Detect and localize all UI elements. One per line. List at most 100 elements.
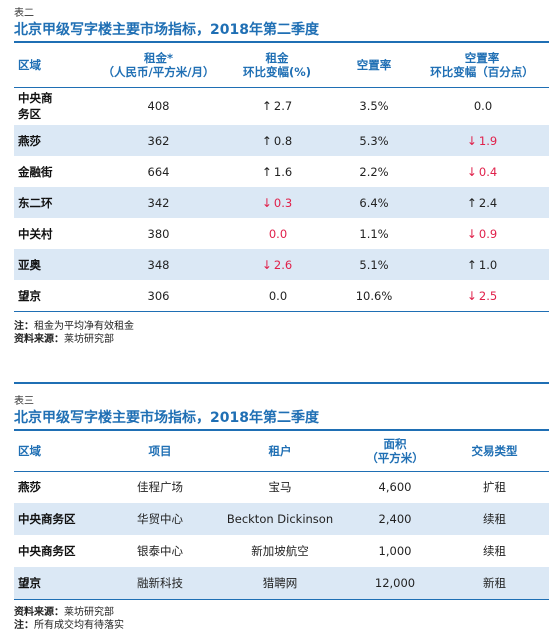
header-tenant: 租户 (268, 443, 292, 458)
cell-type: 扩租 (483, 480, 506, 495)
table2-tag: 表二 (14, 8, 34, 19)
trend-arrow-icon: ↓ (261, 195, 272, 210)
trend-arrow-icon: ↓ (466, 164, 477, 179)
table2-row: 金融街 664 ↑ 1.6 2.2% ↓ 0.4 (14, 156, 549, 187)
table3-bottom-rule (14, 599, 549, 600)
cell-rent: 664 (147, 164, 170, 179)
cell-vacancy: 10.6% (355, 288, 393, 303)
cell-district: 望京 (14, 567, 110, 599)
table2-row: 中关村 380 0.0 1.1% ↓ 0.9 (14, 218, 549, 249)
cell-vacancy-change: ↓ 1.9 (415, 125, 549, 156)
table3-tag: 表三 (14, 396, 34, 407)
cell-rent-change: ↑ 2.7 (261, 99, 293, 114)
table2-row: 亚奥 348 ↓ 2.6 5.1% ↑ 1.0 (14, 249, 549, 280)
header-area-line2: （平方米） (366, 450, 424, 465)
cell-project: 融新科技 (110, 567, 210, 599)
cell-project: 华贸中心 (110, 503, 210, 535)
cell-district: 金融街 (18, 164, 53, 179)
header-area: 面积 （平方米） (350, 431, 440, 471)
cell-vacancy: 3.5% (359, 99, 389, 114)
cell-rent: 348 (96, 249, 221, 280)
cell-vacancy-change: ↓ 0.9 (466, 226, 498, 241)
trend-arrow-icon: ↓ (466, 288, 477, 303)
cell-rent-change: ↓ 0.3 (221, 187, 333, 218)
cell-district: 东二环 (14, 187, 96, 218)
table2-note: 注：租金为平均净有效租金 (14, 321, 134, 332)
cell-district: 燕莎 (18, 480, 41, 495)
table3-section: 表三 北京甲级写字楼主要市场指标，2018年第二季度 区域 项目 租户 面积 （… (14, 396, 549, 632)
trend-arrow-icon: ↑ (261, 133, 272, 148)
header-vacancy: 空置率 (356, 57, 392, 72)
header-vacancy-change: 空置率 环比变幅（百分点） (415, 43, 549, 87)
header-vacancy-change-line2: 环比变幅（百分点） (430, 64, 534, 79)
cell-rent: 408 (147, 99, 170, 114)
table3-title: 北京甲级写字楼主要市场指标，2018年第二季度 (14, 410, 319, 426)
table2-top-rule (14, 41, 549, 43)
trend-arrow-icon: ↑ (466, 195, 477, 210)
cell-area: 1,000 (378, 544, 412, 558)
cell-rent-change: 0.0 (268, 288, 288, 303)
header-rent-change: 租金 环比变幅(%) (221, 43, 333, 87)
cell-district: 燕莎 (14, 125, 96, 156)
cell-area: 4,600 (378, 480, 412, 495)
table2-row: 中央商 务区 408 ↑ 2.7 3.5% 0.0 (14, 87, 549, 125)
table2-source: 资料来源：莱坊研究部 (14, 334, 114, 345)
trend-arrow-icon: ↓ (466, 133, 477, 148)
cell-tenant: 宝马 (268, 480, 292, 495)
cell-district: 望京 (18, 288, 41, 303)
table3-row: 望京 融新科技 猎聘网 12,000 新租 (14, 567, 549, 599)
cell-rent: 362 (96, 125, 221, 156)
cell-type: 续租 (483, 544, 506, 558)
header-district: 区域 (18, 57, 41, 72)
cell-area: 2,400 (350, 503, 440, 535)
header-project: 项目 (148, 443, 172, 458)
header-rent-change-line1: 租金 (265, 50, 289, 65)
table3-row: 中央商务区 华贸中心 Beckton Dickinson 2,400 续租 (14, 503, 549, 535)
trend-arrow-icon: ↑ (261, 164, 272, 179)
cell-area: 12,000 (350, 567, 440, 599)
table2-row: 东二环 342 ↓ 0.3 6.4% ↑ 2.4 (14, 187, 549, 218)
cell-vacancy: 5.3% (333, 125, 415, 156)
cell-project: 佳程广场 (137, 480, 183, 495)
cell-rent: 380 (147, 226, 170, 241)
table3-top-rule (14, 429, 549, 431)
cell-vacancy: 1.1% (359, 226, 389, 241)
cell-vacancy-change: ↑ 1.0 (415, 249, 549, 280)
cell-rent-change: ↓ 2.6 (221, 249, 333, 280)
cell-district: 中央商务区 (18, 91, 53, 122)
cell-district: 中央商务区 (18, 544, 76, 558)
cell-rent-change: 0.0 (268, 226, 288, 241)
cell-rent-change: ↑ 0.8 (221, 125, 333, 156)
header-rent: 租金* （人民币/平方米/月） (96, 43, 221, 87)
trend-arrow-icon: ↓ (466, 226, 477, 241)
table2-grid: 区域 租金* （人民币/平方米/月） 租金 环比变幅(%) 空置率 空置率 环比… (14, 43, 549, 311)
table2-row: 望京 306 0.0 10.6% ↓ 2.5 (14, 280, 549, 311)
cell-project: 银泰中心 (137, 544, 183, 558)
header-district: 区域 (18, 443, 41, 458)
cell-vacancy: 5.1% (333, 249, 415, 280)
cell-district: 中关村 (18, 226, 53, 241)
table3-grid: 区域 项目 租户 面积 （平方米） 交易类型 燕莎 佳程广场 宝马 4,600 扩租中央… (14, 431, 549, 599)
table2-title: 北京甲级写字楼主要市场指标，2018年第二季度 (14, 22, 319, 38)
cell-vacancy-change: ↓ 0.4 (466, 164, 498, 179)
cell-district: 亚奥 (14, 249, 96, 280)
cell-tenant: 新加坡航空 (251, 544, 309, 558)
table3-header-row: 区域 项目 租户 面积 （平方米） 交易类型 (14, 431, 549, 471)
cell-tenant: 猎聘网 (210, 567, 350, 599)
cell-vacancy: 2.2% (359, 164, 389, 179)
cell-vacancy: 6.4% (333, 187, 415, 218)
cell-district: 中央商务区 (14, 503, 110, 535)
table3-row: 中央商务区 银泰中心 新加坡航空 1,000 续租 (14, 535, 549, 567)
trend-arrow-icon: ↓ (261, 257, 272, 272)
cell-rent: 342 (96, 187, 221, 218)
table2-row: 燕莎 362 ↑ 0.8 5.3% ↓ 1.9 (14, 125, 549, 156)
cell-type: 续租 (440, 503, 549, 535)
cell-vacancy-change: ↑ 2.4 (415, 187, 549, 218)
trend-arrow-icon: ↑ (261, 99, 272, 114)
cell-vacancy-change: 0.0 (473, 99, 493, 114)
header-rent-change-line2: 环比变幅(%) (242, 64, 312, 79)
table2-section: 表二 北京甲级写字楼主要市场指标，2018年第二季度 区域 租金* （人民币/平… (14, 8, 549, 346)
header-rent-line1: 租金* (143, 50, 173, 65)
cell-rent: 306 (147, 288, 170, 303)
cell-rent-change: ↑ 1.6 (261, 164, 293, 179)
